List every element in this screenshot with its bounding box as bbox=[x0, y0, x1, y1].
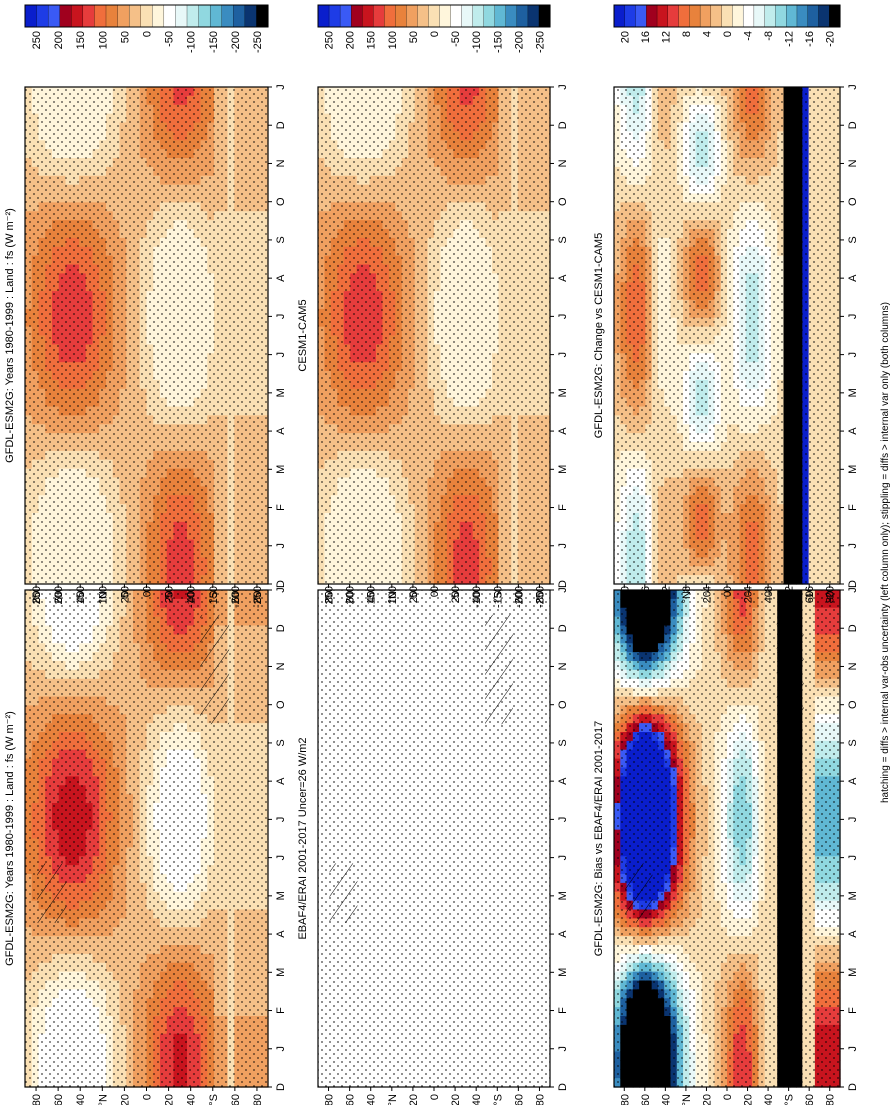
time-tick-label: M bbox=[275, 891, 287, 900]
panel-title: GFDL-ESM2G: Years 1980-1999 : Land : fs … bbox=[4, 711, 16, 966]
lat-tick-label: °S bbox=[492, 1094, 504, 1105]
time-tick-label: S bbox=[275, 739, 287, 746]
colorbar-label: 250 bbox=[31, 586, 43, 604]
time-tick-label: N bbox=[275, 662, 287, 670]
stippling bbox=[25, 590, 268, 1087]
time-tick-label: J bbox=[557, 855, 569, 861]
lat-tick-label: 60 bbox=[345, 1094, 357, 1105]
colorbar-label: -200 bbox=[230, 586, 242, 608]
lat-tick-label: 60 bbox=[513, 1094, 525, 1105]
colorbar-label: 0 bbox=[429, 586, 441, 592]
time-tick-label: M bbox=[275, 968, 287, 977]
colorbar-label: 200 bbox=[53, 586, 65, 604]
lat-tick-label: 80 bbox=[534, 1094, 546, 1105]
time-tick-label: S bbox=[557, 739, 569, 746]
time-tick-label: J bbox=[557, 817, 569, 823]
time-tick-label: A bbox=[275, 930, 287, 938]
colorbar-label: -150 bbox=[492, 586, 504, 608]
time-tick-label: F bbox=[557, 1007, 569, 1014]
colorbar-label: -100 bbox=[471, 586, 483, 608]
time-tick-label: D bbox=[275, 624, 287, 632]
colorbar-label: -250 bbox=[534, 586, 546, 608]
colorbar-label: -50 bbox=[450, 586, 462, 602]
colorbar-label: 100 bbox=[387, 586, 399, 604]
lat-tick-label: 0 bbox=[142, 1094, 154, 1100]
panel-title: EBAF4/ERAI 2001-2017 Uncer=26 W/m2 bbox=[297, 737, 309, 939]
panel-reference: EBAF4/ERAI 2001-2017 Uncer=26 W/m2 bbox=[297, 737, 309, 939]
colorbar-label: 100 bbox=[97, 586, 109, 604]
colorbar-label: 50 bbox=[119, 586, 131, 598]
time-tick-label: D bbox=[275, 1083, 287, 1091]
time-tick-label: A bbox=[275, 777, 287, 785]
time-tick-label: J bbox=[275, 1046, 287, 1052]
colorbar-label: 150 bbox=[75, 586, 87, 604]
lat-tick-label: °S bbox=[208, 1094, 220, 1105]
time-tick-label: D bbox=[557, 1083, 569, 1091]
lat-tick-label: 20 bbox=[408, 1094, 420, 1105]
hatching bbox=[485, 614, 513, 725]
colorbar-label: -150 bbox=[208, 586, 220, 608]
lat-tick-label: 80 bbox=[31, 1094, 43, 1105]
colorbar-label: -50 bbox=[164, 586, 176, 602]
colorbar-label: 250 bbox=[324, 586, 336, 604]
hatching bbox=[329, 863, 358, 923]
time-tick-label: J bbox=[275, 817, 287, 823]
time-tick-label: F bbox=[275, 1007, 287, 1014]
lat-tick-label: 40 bbox=[75, 1094, 87, 1105]
footnote: hatching = diffs > internal var-obs unce… bbox=[880, 302, 891, 803]
time-tick-label: J bbox=[275, 855, 287, 861]
lat-tick-label: 20 bbox=[450, 1094, 462, 1105]
time-tick-label: N bbox=[557, 662, 569, 670]
time-tick-label: J bbox=[557, 1046, 569, 1052]
lat-tick-label: 40 bbox=[366, 1094, 378, 1105]
colorbar-label: 150 bbox=[366, 586, 378, 604]
lat-tick-label: °N bbox=[97, 1094, 109, 1105]
time-tick-label: M bbox=[557, 968, 569, 977]
lat-tick-label: 0 bbox=[429, 1094, 441, 1100]
colorbar-label: -100 bbox=[186, 586, 198, 608]
lat-tick-label: 80 bbox=[324, 1094, 336, 1105]
colorbar-label: -200 bbox=[513, 586, 525, 608]
hatching bbox=[37, 863, 67, 923]
time-tick-label: O bbox=[275, 700, 287, 709]
hatching bbox=[199, 614, 230, 725]
colorbar-label: 0 bbox=[142, 586, 154, 592]
stippling bbox=[318, 590, 550, 1087]
lat-tick-label: 40 bbox=[471, 1094, 483, 1105]
colorbar-label: -250 bbox=[252, 586, 264, 608]
lat-tick-label: 20 bbox=[164, 1094, 176, 1105]
lat-tick-label: 60 bbox=[53, 1094, 65, 1105]
time-tick-label: A bbox=[557, 930, 569, 938]
time-tick-label: A bbox=[557, 777, 569, 785]
colorbar-label: 200 bbox=[345, 586, 357, 604]
time-tick-label: J bbox=[557, 587, 569, 593]
time-tick-label: O bbox=[557, 700, 569, 709]
colorbar-label: 50 bbox=[408, 586, 420, 598]
lat-tick-label: 60 bbox=[230, 1094, 242, 1105]
lat-tick-label: 40 bbox=[186, 1094, 198, 1105]
lat-tick-label: °N bbox=[387, 1094, 399, 1105]
time-tick-label: M bbox=[557, 891, 569, 900]
time-tick-label: J bbox=[275, 587, 287, 593]
lat-tick-label: 80 bbox=[252, 1094, 264, 1105]
lat-tick-label: 20 bbox=[119, 1094, 131, 1105]
panel-model-climatology: GFDL-ESM2G: Years 1980-1999 : Land : fs … bbox=[4, 711, 16, 966]
time-tick-label: D bbox=[557, 624, 569, 632]
